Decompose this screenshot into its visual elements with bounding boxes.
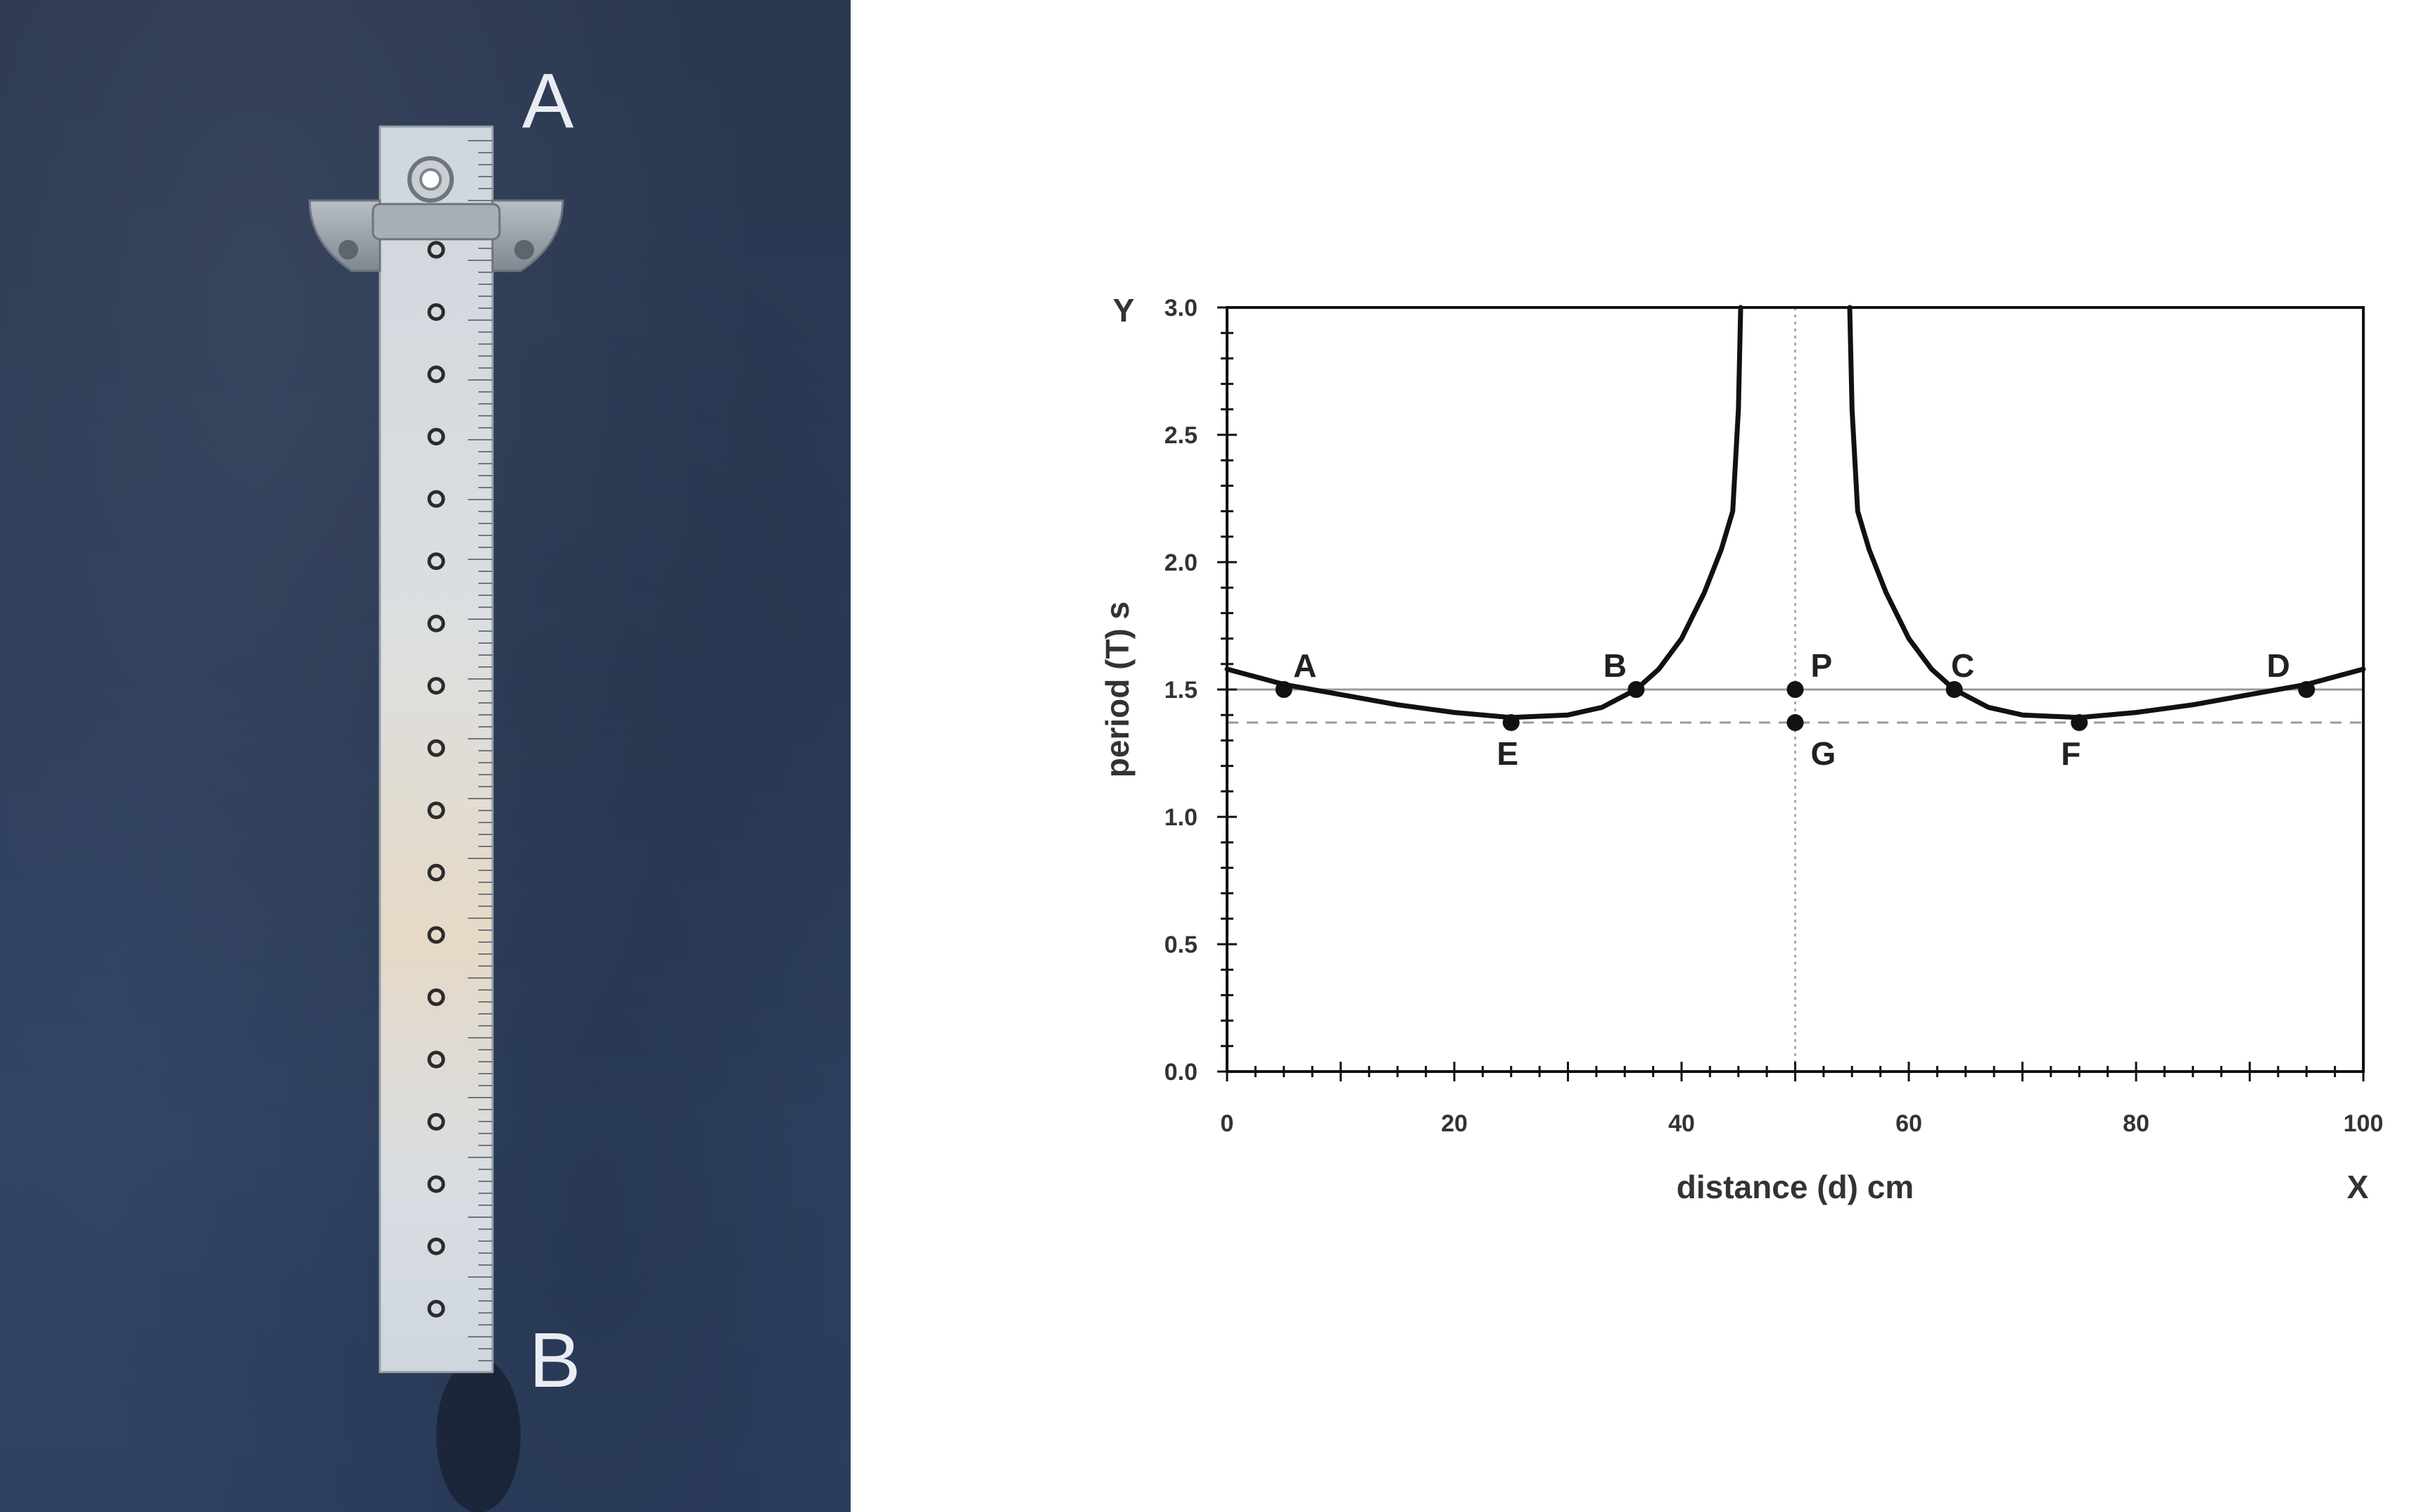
point-f <box>2071 714 2088 732</box>
bar-hole <box>427 614 445 633</box>
bar-hole <box>427 1050 445 1069</box>
chart-curves <box>1224 305 2366 720</box>
clamp-screw-right <box>514 240 534 260</box>
period-distance-chart: 0 20 40 60 80 100 0.0 0.5 1.0 1.5 2.0 2.5 3.0 A B P C D E… <box>851 0 2414 1512</box>
point-label-p: P <box>1811 647 1833 684</box>
apparatus-photo: A B <box>0 0 851 1512</box>
point-a <box>1275 681 1292 698</box>
bar-holes <box>427 241 445 1318</box>
x-tick-label: 100 <box>2344 1110 2384 1137</box>
clamp-band <box>371 203 501 241</box>
y-tick-label: 0.5 <box>1164 932 1198 958</box>
point-c <box>1945 681 1963 698</box>
point-b <box>1627 681 1645 698</box>
clamp-screw-left <box>338 240 358 260</box>
bar-hole <box>427 739 445 757</box>
bar-hole <box>427 490 445 508</box>
y-tick-label: 1.5 <box>1164 677 1198 704</box>
bar-hole <box>427 1175 445 1193</box>
chart-ticks: 0 20 40 60 80 100 0.0 0.5 1.0 1.5 2.0 2.5 3.0 <box>1164 295 2384 1137</box>
point-label-c: C <box>1951 647 1974 684</box>
x-axis-letter: X <box>2347 1169 2369 1205</box>
bar-hole <box>427 1112 445 1131</box>
bar-hole <box>427 552 445 571</box>
x-axis-title: distance (d) cm <box>1677 1169 1914 1205</box>
point-d <box>2298 681 2315 698</box>
y-tick-label: 1.0 <box>1164 804 1198 831</box>
clamp-right <box>491 199 564 272</box>
bar-hole <box>427 801 445 820</box>
bar-hole <box>427 1237 445 1255</box>
bar-hole <box>427 303 445 322</box>
bar-hole <box>427 365 445 383</box>
point-label-d: D <box>2267 647 2290 684</box>
end-label-b: B <box>529 1317 581 1404</box>
point-label-e: E <box>1497 735 1518 772</box>
point-e <box>1502 714 1520 732</box>
period-curve <box>1224 305 1743 720</box>
y-tick-label: 2.0 <box>1164 549 1198 576</box>
clamp-left <box>308 199 381 272</box>
point-label-g: G <box>1811 735 1836 772</box>
chart-points: A B P C D E G F <box>1275 647 2315 772</box>
x-tick-label: 0 <box>1221 1110 1234 1137</box>
period-curve <box>1847 305 2366 720</box>
y-axis-title: period (T) s <box>1099 602 1136 777</box>
y-tick-label: 2.5 <box>1164 422 1198 449</box>
bar-hole <box>427 677 445 695</box>
metre-bar <box>379 125 494 1373</box>
x-tick-label: 20 <box>1441 1110 1468 1137</box>
x-tick-label: 40 <box>1668 1110 1695 1137</box>
bar-hole <box>427 926 445 944</box>
x-tick-label: 60 <box>1895 1110 1922 1137</box>
y-axis-letter: Y <box>1113 292 1135 329</box>
bar-scale-ticks <box>468 140 493 1361</box>
point-p <box>1786 681 1804 698</box>
bar-hole <box>427 1300 445 1318</box>
x-tick-label: 80 <box>2123 1110 2149 1137</box>
y-tick-label: 3.0 <box>1164 295 1198 322</box>
bar-hole <box>427 988 445 1006</box>
point-label-a: A <box>1293 647 1316 684</box>
point-label-b: B <box>1603 647 1627 684</box>
chart-svg: 0 20 40 60 80 100 0.0 0.5 1.0 1.5 2.0 2.5 3.0 A B P C D E… <box>1099 292 2384 1205</box>
bar-shadow <box>436 1358 521 1512</box>
bar-hole <box>427 241 445 259</box>
end-label-a: A <box>522 58 574 144</box>
compound-pendulum-bar <box>308 125 564 1512</box>
y-tick-label: 0.0 <box>1164 1059 1198 1086</box>
bar-hole <box>427 863 445 882</box>
point-label-f: F <box>2061 735 2081 772</box>
pivot-knob-center <box>419 168 442 191</box>
point-g <box>1786 714 1804 732</box>
bar-hole <box>427 428 445 446</box>
